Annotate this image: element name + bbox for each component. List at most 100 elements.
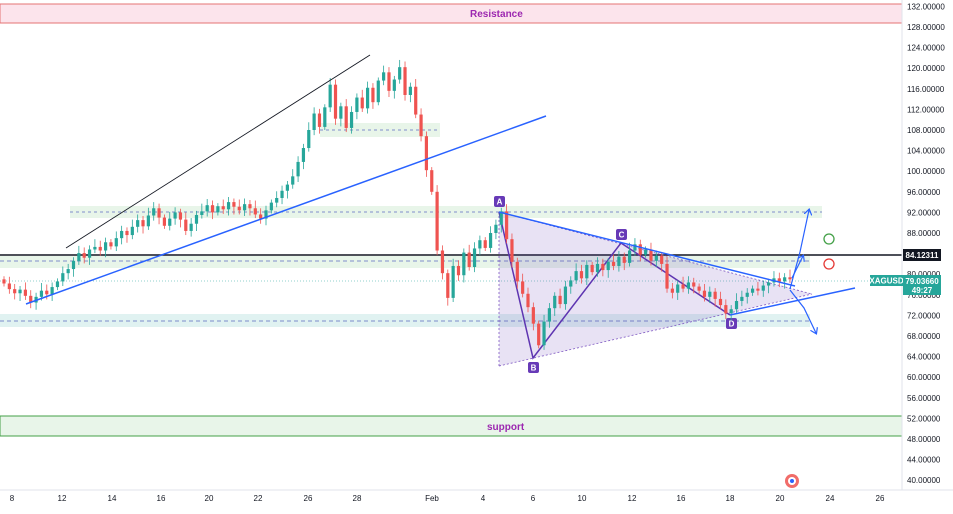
candle[interactable]: [264, 205, 268, 226]
candle[interactable]: [178, 208, 183, 228]
candle[interactable]: [494, 219, 498, 240]
candle[interactable]: [269, 199, 273, 214]
candle[interactable]: [553, 292, 557, 316]
candle[interactable]: [146, 207, 150, 230]
candle[interactable]: [472, 242, 477, 273]
candle[interactable]: [729, 305, 733, 321]
candle[interactable]: [435, 185, 439, 256]
candle[interactable]: [232, 198, 236, 215]
candle[interactable]: [189, 218, 193, 237]
candle[interactable]: [419, 108, 423, 142]
candle[interactable]: [478, 235, 482, 256]
candle[interactable]: [638, 239, 642, 262]
candle[interactable]: [382, 65, 386, 86]
black-channel-line[interactable]: [65, 54, 371, 249]
candle[interactable]: [590, 261, 594, 276]
candle[interactable]: [403, 61, 407, 101]
candle[interactable]: [87, 245, 92, 265]
candle[interactable]: [574, 263, 578, 284]
candle[interactable]: [221, 199, 225, 214]
candle[interactable]: [323, 104, 327, 130]
candle[interactable]: [686, 276, 691, 294]
candle[interactable]: [317, 108, 322, 134]
candle[interactable]: [328, 77, 332, 112]
blue-triangle-bottom-line[interactable]: [729, 287, 856, 316]
candle[interactable]: [788, 269, 792, 283]
candle[interactable]: [692, 277, 696, 294]
candle[interactable]: [125, 227, 129, 243]
candle[interactable]: [280, 185, 284, 205]
candle[interactable]: [531, 302, 535, 331]
candle[interactable]: [585, 260, 589, 286]
candle[interactable]: [339, 102, 343, 127]
candle[interactable]: [783, 273, 787, 289]
candle[interactable]: [734, 293, 739, 313]
candle[interactable]: [82, 247, 86, 264]
candle[interactable]: [109, 239, 113, 250]
candle[interactable]: [456, 260, 461, 281]
candle[interactable]: [168, 211, 172, 231]
candle[interactable]: [440, 245, 445, 280]
candle[interactable]: [467, 244, 471, 271]
candle[interactable]: [761, 280, 765, 297]
candle[interactable]: [462, 248, 466, 283]
candle[interactable]: [205, 199, 209, 217]
candle[interactable]: [558, 288, 562, 309]
candle[interactable]: [18, 286, 22, 301]
candle[interactable]: [162, 214, 167, 229]
candle[interactable]: [654, 250, 658, 267]
candle[interactable]: [542, 314, 546, 350]
candle[interactable]: [93, 239, 97, 254]
candle[interactable]: [120, 225, 124, 245]
candle[interactable]: [77, 245, 81, 265]
candle[interactable]: [563, 280, 568, 310]
candle[interactable]: [547, 303, 551, 328]
candle[interactable]: [344, 99, 348, 133]
candle[interactable]: [130, 219, 134, 240]
candle[interactable]: [611, 254, 616, 271]
candle[interactable]: [756, 281, 760, 296]
candle[interactable]: [622, 252, 626, 271]
candle[interactable]: [510, 233, 514, 268]
candle[interactable]: [713, 288, 717, 307]
blue-trendline-lower[interactable]: [25, 115, 547, 305]
candle[interactable]: [371, 83, 375, 109]
candle[interactable]: [702, 283, 707, 302]
candle[interactable]: [376, 77, 380, 106]
candle[interactable]: [307, 122, 311, 152]
candle[interactable]: [697, 283, 701, 294]
candle[interactable]: [537, 320, 541, 349]
candle[interactable]: [103, 237, 108, 258]
candle[interactable]: [200, 203, 204, 219]
candle[interactable]: [745, 288, 749, 304]
candle[interactable]: [665, 256, 669, 293]
candle[interactable]: [23, 282, 27, 300]
candle[interactable]: [767, 278, 771, 294]
candle[interactable]: [275, 191, 279, 208]
candle[interactable]: [349, 106, 354, 134]
candle[interactable]: [627, 242, 632, 267]
candle[interactable]: [430, 167, 434, 195]
candle[interactable]: [451, 258, 455, 303]
candle[interactable]: [633, 238, 637, 256]
candle[interactable]: [226, 196, 231, 216]
candle[interactable]: [660, 252, 664, 272]
candle[interactable]: [515, 257, 519, 289]
candle[interactable]: [312, 107, 316, 136]
candle[interactable]: [243, 198, 247, 217]
candle[interactable]: [55, 278, 60, 291]
candle[interactable]: [398, 59, 402, 84]
candle[interactable]: [157, 203, 161, 225]
candle[interactable]: [13, 283, 17, 300]
candle[interactable]: [136, 214, 140, 233]
candle[interactable]: [114, 231, 118, 252]
candle[interactable]: [724, 299, 728, 320]
candle[interactable]: [579, 264, 584, 284]
candle[interactable]: [98, 240, 102, 256]
candle[interactable]: [285, 180, 289, 199]
candle[interactable]: [750, 285, 755, 296]
candle[interactable]: [39, 282, 44, 301]
candle[interactable]: [333, 79, 338, 125]
candle[interactable]: [392, 75, 396, 99]
candle[interactable]: [505, 204, 509, 244]
